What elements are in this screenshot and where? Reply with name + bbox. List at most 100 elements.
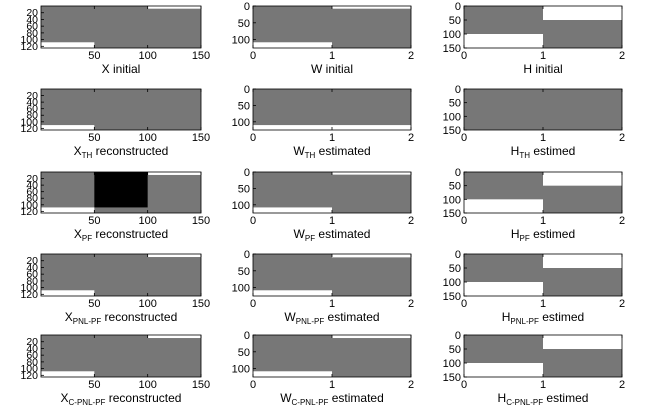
heatmap-background: [41, 335, 201, 377]
x-tick-label: 50: [88, 132, 100, 144]
x-tick-label: 150: [192, 298, 210, 310]
y-tick-label: 100: [232, 364, 250, 376]
x-tick-label: 50: [88, 379, 100, 391]
x-tick-label: 2: [619, 132, 625, 144]
y-tick-label: 120: [20, 41, 38, 53]
y-tick-label: 120: [20, 206, 38, 218]
y-tick-label: 50: [238, 347, 250, 359]
y-tick-label: 0: [455, 167, 461, 179]
y-tick-label: 100: [20, 34, 38, 46]
y-tick-label: 100: [232, 200, 250, 212]
subplot-12: 0 1 2 0 50 100 150 HPNL-PF estimed: [443, 249, 625, 326]
heatmap-background: [41, 254, 201, 296]
subplot-title: H initial: [523, 62, 562, 76]
y-tick-label: 20: [26, 90, 38, 102]
axes-frame: [40, 88, 202, 131]
heatmap-cell: [543, 6, 622, 20]
y-tick-label: 40: [26, 97, 38, 109]
x-tick-label: 1: [329, 379, 335, 391]
y-tick-label: 50: [449, 344, 461, 356]
y-tick-label: 80: [26, 27, 38, 39]
x-tick-label: 1: [540, 215, 546, 227]
subplot-15: 0 1 2 0 50 100 150 HC-PNL-PF estimed: [443, 330, 625, 407]
subplot-14: 0 1 2 0 50 100 WC-PNL-PF estimated: [232, 330, 414, 407]
heatmap-background: [41, 89, 201, 130]
heatmap-background: [253, 6, 411, 48]
x-tick-label: 2: [619, 298, 625, 310]
y-tick-label: 50: [449, 98, 461, 110]
heatmap-background: [253, 335, 411, 377]
x-tick-label: 150: [192, 50, 210, 62]
x-tick-label: 1: [540, 298, 546, 310]
y-tick-label: 60: [26, 269, 38, 281]
x-tick-label: 2: [619, 215, 625, 227]
heatmap-cell: [332, 335, 411, 339]
y-tick-label: 0: [244, 167, 250, 179]
y-tick-label: 100: [443, 277, 461, 289]
heatmap-background: [41, 6, 201, 48]
x-tick-label: 2: [619, 50, 625, 62]
x-tick-label: 0: [461, 50, 467, 62]
y-tick-label: 100: [443, 29, 461, 41]
heatmap-cell: [147, 254, 201, 258]
y-tick-label: 100: [443, 111, 461, 123]
subplot-title: WPNL-PF estimated: [284, 310, 379, 326]
x-tick-label: 0: [461, 379, 467, 391]
y-tick-label: 50: [238, 266, 250, 278]
x-tick-label: 100: [138, 50, 156, 62]
subplot-8: 0 1 2 0 50 100 WPF estimated: [232, 167, 414, 243]
axes-frame: [40, 5, 202, 49]
y-tick-label: 120: [20, 289, 38, 301]
x-tick-label: 50: [88, 215, 100, 227]
x-tick-label: 0: [461, 298, 467, 310]
x-tick-label: 0: [250, 132, 256, 144]
heatmap-cell: [147, 172, 201, 175]
y-tick-label: 60: [26, 350, 38, 362]
heatmap-cell: [464, 199, 543, 213]
y-tick-label: 100: [443, 194, 461, 206]
y-tick-label: 150: [443, 291, 461, 303]
heatmap-cell: [332, 6, 411, 9]
y-tick-label: 0: [244, 84, 250, 96]
x-tick-label: 2: [408, 215, 414, 227]
axes-frame: [40, 253, 202, 297]
y-tick-label: 40: [26, 262, 38, 274]
y-tick-label: 100: [232, 283, 250, 295]
y-tick-label: 0: [455, 249, 461, 261]
x-tick-label: 150: [192, 215, 210, 227]
x-tick-label: 1: [540, 379, 546, 391]
heatmap-background: [464, 89, 622, 130]
y-tick-label: 0: [455, 330, 461, 342]
subplot-title: WC-PNL-PF estimated: [280, 391, 384, 407]
y-tick-label: 0: [244, 249, 250, 261]
y-tick-label: 80: [26, 110, 38, 122]
heatmap-cell: [332, 172, 411, 175]
heatmap-cell: [147, 335, 201, 339]
y-tick-label: 150: [443, 208, 461, 220]
y-tick-label: 150: [443, 43, 461, 55]
heatmap-cell: [41, 290, 95, 296]
heatmap-cell: [543, 335, 622, 349]
heatmap-background: [253, 89, 411, 130]
y-tick-label: 20: [26, 255, 38, 267]
y-tick-label: 100: [20, 199, 38, 211]
x-tick-label: 50: [88, 50, 100, 62]
y-tick-label: 50: [449, 263, 461, 275]
x-tick-label: 0: [250, 50, 256, 62]
y-tick-label: 0: [244, 330, 250, 342]
x-tick-label: 1: [329, 50, 335, 62]
y-tick-label: 50: [238, 100, 250, 112]
heatmap-cell: [253, 290, 332, 296]
x-tick-label: 0: [250, 379, 256, 391]
x-tick-label: 100: [138, 379, 156, 391]
x-tick-label: 2: [408, 379, 414, 391]
y-tick-label: 50: [449, 181, 461, 193]
heatmap-cell: [253, 207, 332, 213]
heatmap-cell: [41, 42, 95, 48]
y-tick-label: 80: [26, 193, 38, 205]
heatmap-cell: [543, 172, 622, 186]
x-tick-label: 150: [192, 379, 210, 391]
